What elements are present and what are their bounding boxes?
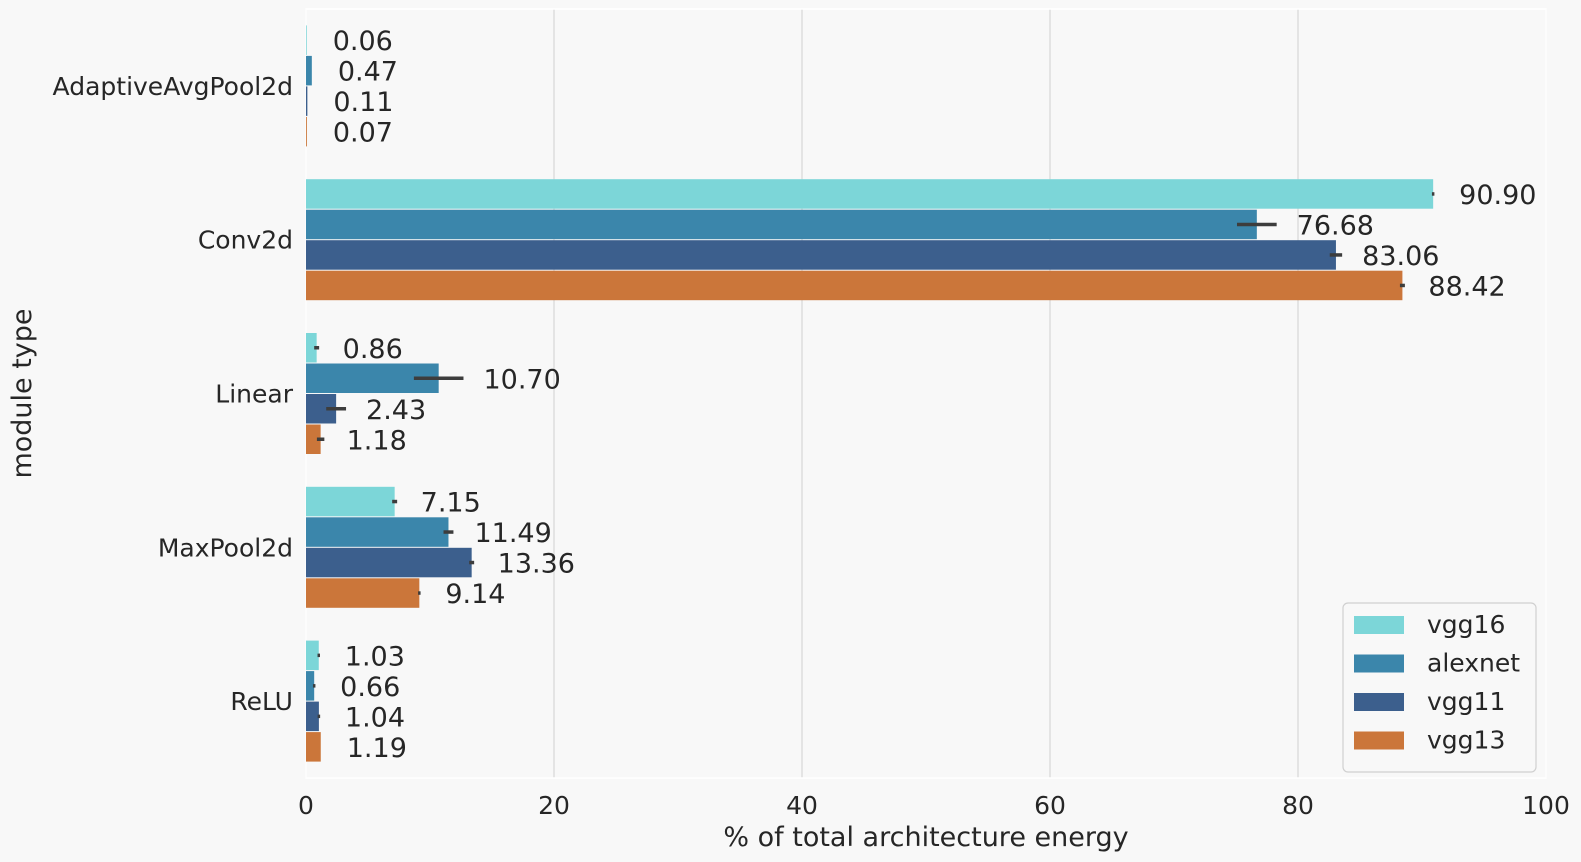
data-label-vgg11: 0.11 bbox=[333, 87, 393, 118]
data-label-alexnet: 10.70 bbox=[483, 364, 560, 395]
legend-box bbox=[1342, 602, 1537, 773]
x-tick-label: 40 bbox=[786, 791, 818, 820]
data-label-vgg13: 1.18 bbox=[347, 425, 407, 456]
data-label-vgg16: 90.90 bbox=[1459, 180, 1536, 211]
bar-vgg13 bbox=[306, 116, 307, 147]
x-tick-label: 80 bbox=[1282, 791, 1314, 820]
y-axis-title: module type bbox=[7, 308, 38, 478]
data-label-alexnet: 0.47 bbox=[338, 57, 398, 88]
legend-label-alexnet: alexnet bbox=[1427, 649, 1520, 678]
bar-vgg13 bbox=[306, 578, 420, 608]
data-label-vgg13: 88.42 bbox=[1428, 271, 1505, 302]
plot-area bbox=[306, 9, 1546, 778]
data-label-vgg11: 2.43 bbox=[366, 395, 426, 426]
data-label-vgg16: 1.03 bbox=[345, 641, 405, 672]
bar-vgg16 bbox=[306, 486, 395, 517]
legend-label-vgg11: vgg11 bbox=[1427, 687, 1505, 716]
plot-frame bbox=[305, 8, 1547, 779]
legend-swatch-vgg16 bbox=[1354, 616, 1404, 634]
bar-alexnet bbox=[306, 55, 312, 86]
bar-vgg16 bbox=[306, 179, 1434, 209]
bar-vgg11 bbox=[306, 240, 1336, 270]
data-label-alexnet: 76.68 bbox=[1297, 210, 1374, 241]
data-label-vgg11: 13.36 bbox=[498, 549, 575, 580]
bar-alexnet bbox=[306, 671, 315, 701]
y-tick-label: ReLU bbox=[230, 687, 293, 716]
data-label-vgg13: 0.07 bbox=[333, 118, 393, 149]
bar-vgg16 bbox=[306, 25, 307, 55]
bar-vgg13 bbox=[306, 270, 1403, 301]
legend-swatch-alexnet bbox=[1354, 654, 1404, 673]
legend-swatch-vgg13 bbox=[1354, 731, 1404, 750]
legend-label-vgg13: vgg13 bbox=[1427, 726, 1505, 755]
y-tick-label: Linear bbox=[215, 380, 293, 409]
data-label-vgg11: 83.06 bbox=[1362, 241, 1439, 272]
x-axis-title: % of total architecture energy bbox=[723, 822, 1128, 853]
data-label-vgg16: 0.86 bbox=[343, 334, 403, 365]
bar-vgg11 bbox=[306, 547, 472, 578]
x-tick-label: 100 bbox=[1522, 791, 1570, 820]
data-label-alexnet: 11.49 bbox=[474, 518, 551, 549]
bar-vgg11 bbox=[306, 701, 319, 732]
x-tick-label: 20 bbox=[538, 791, 570, 820]
legend-label-vgg16: vgg16 bbox=[1427, 610, 1505, 639]
bar-vgg16 bbox=[306, 333, 317, 363]
data-label-vgg13: 9.14 bbox=[445, 579, 505, 610]
legend-swatch-vgg11 bbox=[1354, 693, 1404, 711]
y-tick-label: Conv2d bbox=[198, 226, 293, 255]
bar-alexnet bbox=[306, 517, 449, 547]
data-label-vgg13: 1.19 bbox=[347, 733, 407, 764]
x-tick-label: 60 bbox=[1034, 791, 1066, 820]
bar-vgg13 bbox=[306, 732, 321, 762]
y-tick-label: AdaptiveAvgPool2d bbox=[53, 72, 293, 101]
y-tick-label: MaxPool2d bbox=[158, 533, 293, 562]
data-label-vgg11: 1.04 bbox=[345, 702, 405, 733]
bar-alexnet bbox=[306, 209, 1257, 240]
bar-vgg16 bbox=[306, 640, 319, 671]
data-label-vgg16: 0.06 bbox=[333, 26, 393, 57]
data-label-alexnet: 0.66 bbox=[340, 672, 400, 703]
bar-vgg11 bbox=[306, 86, 308, 116]
bar-vgg13 bbox=[306, 424, 321, 454]
data-label-vgg16: 7.15 bbox=[421, 488, 481, 519]
x-tick-label: 0 bbox=[298, 791, 314, 820]
